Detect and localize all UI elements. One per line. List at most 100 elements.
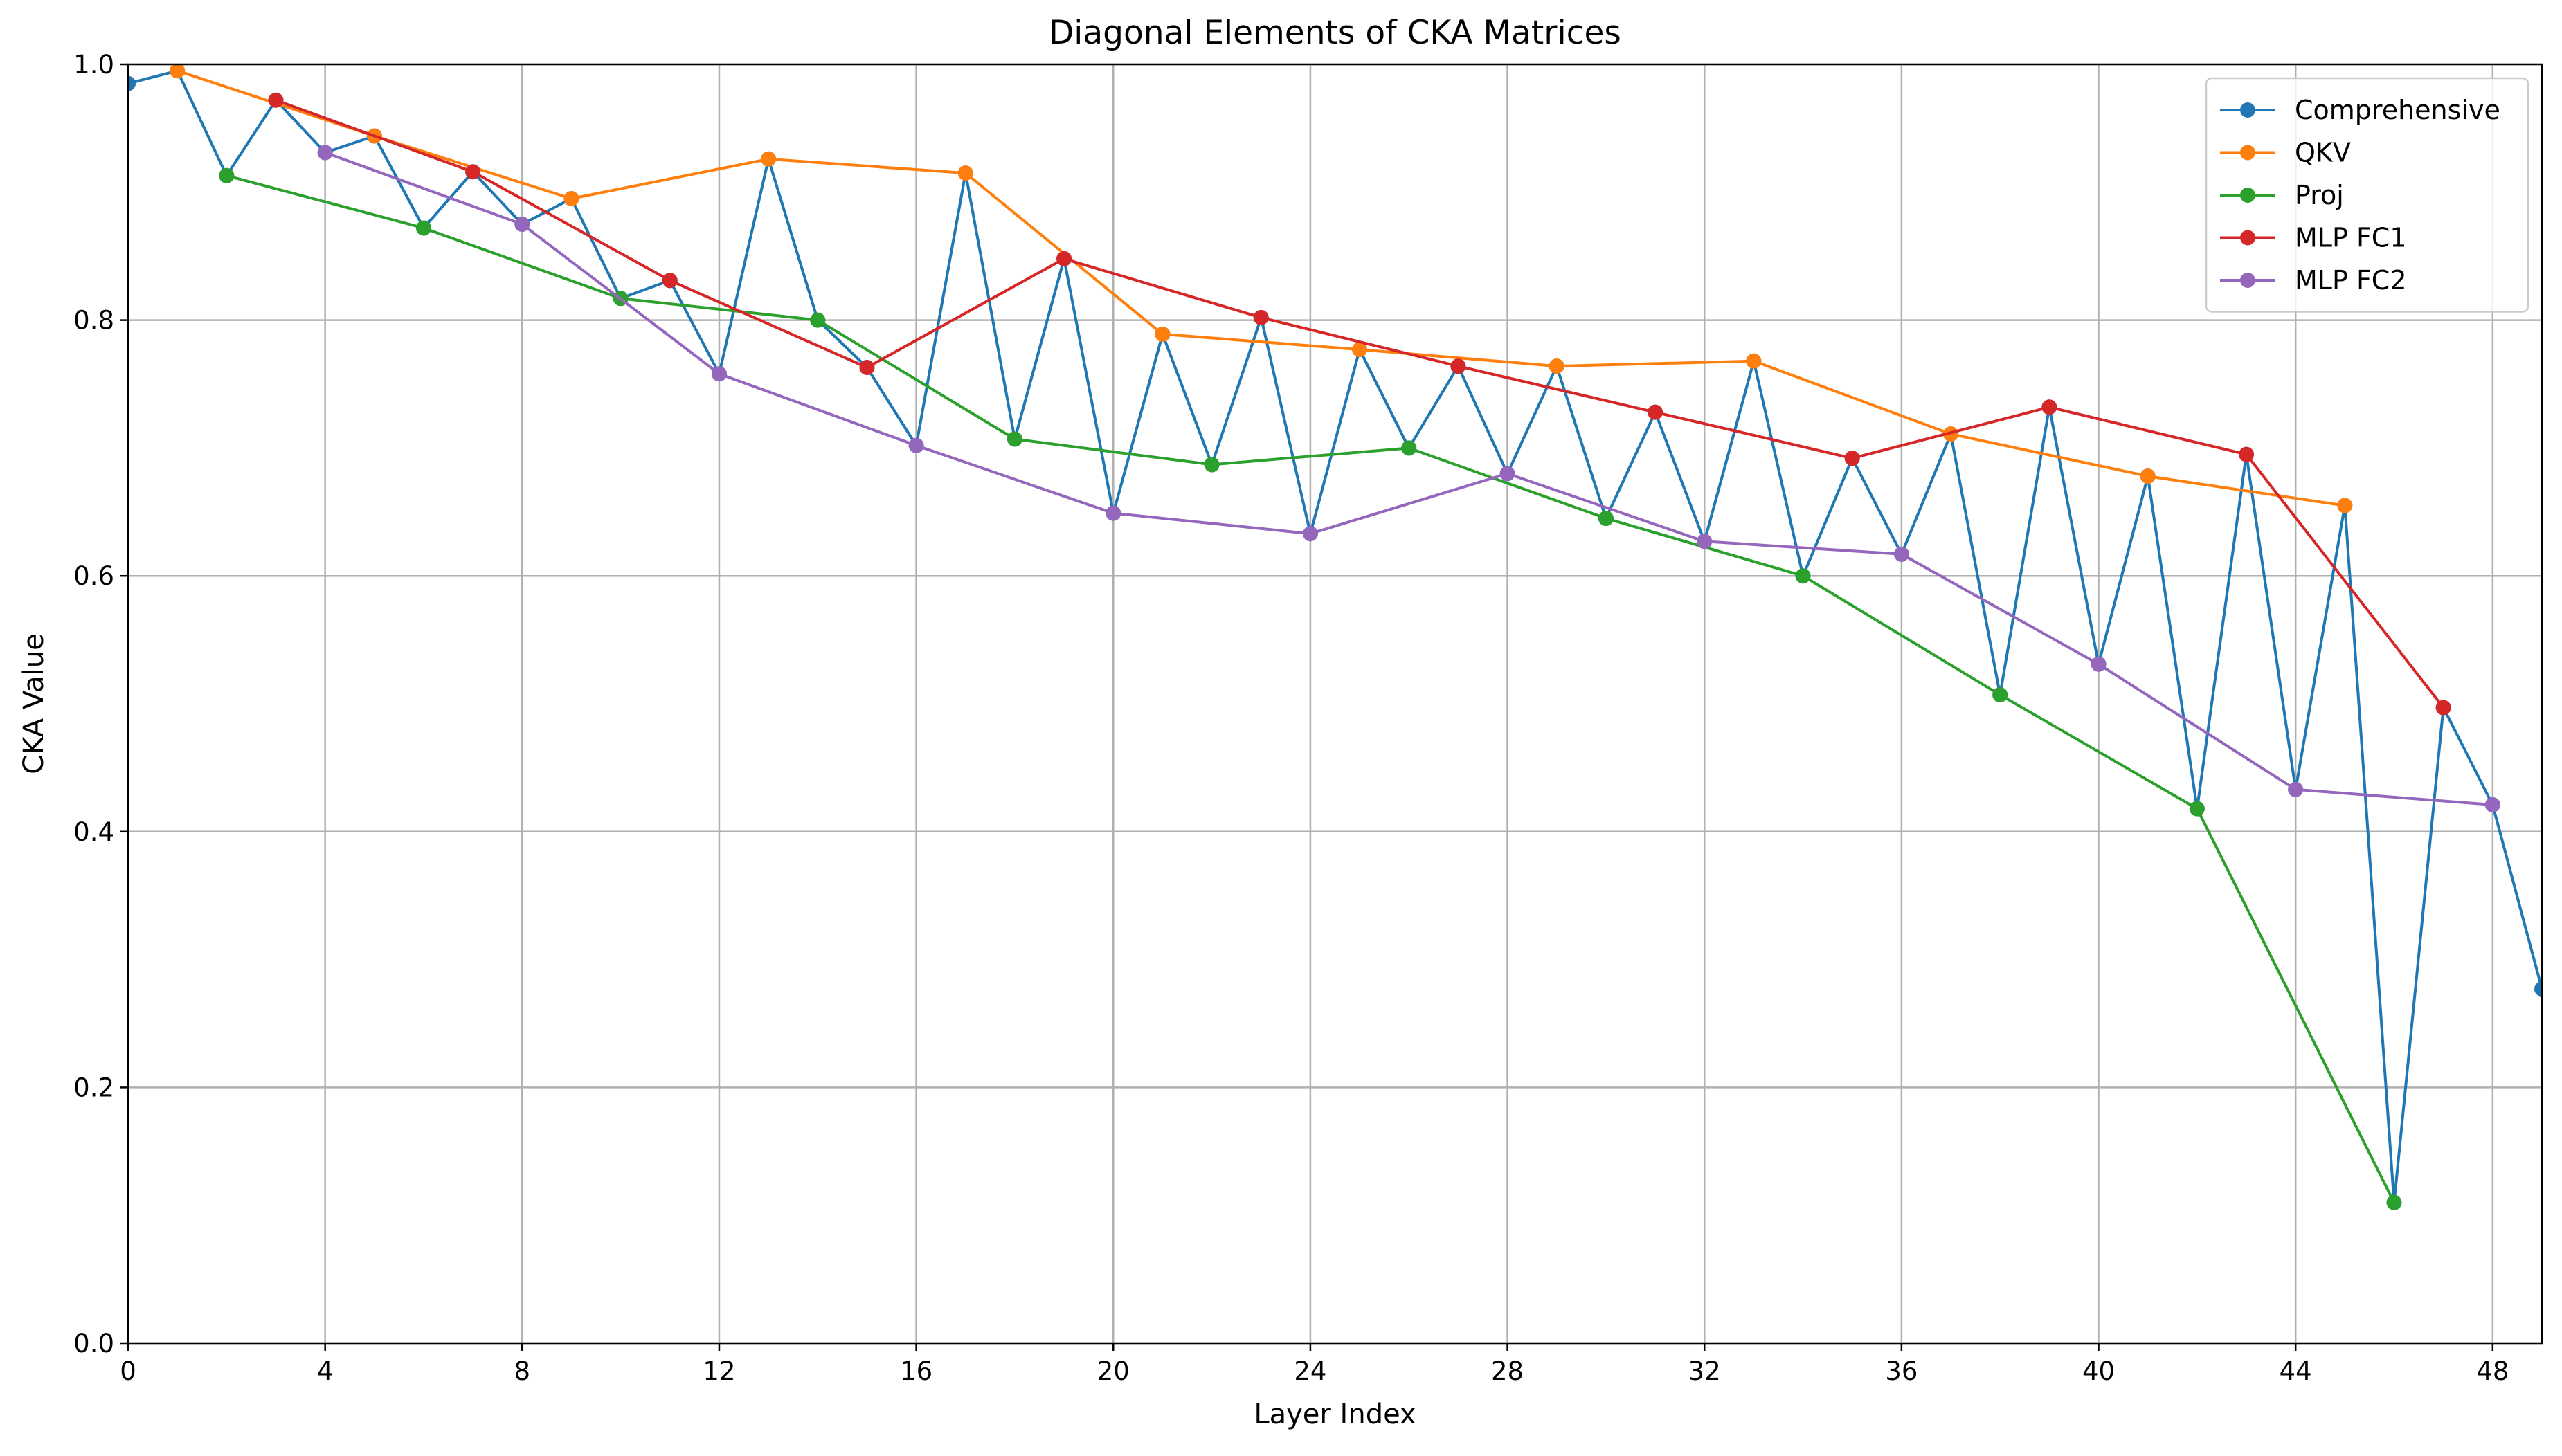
- data-point-qkv: [170, 64, 186, 79]
- data-point-mlp-fc1: [1844, 451, 1860, 466]
- data-point-mlp-fc2: [711, 366, 727, 382]
- data-point-mlp-fc2: [317, 145, 333, 161]
- y-tick-label: 0.8: [73, 306, 114, 336]
- x-tick-label: 24: [1294, 1356, 1326, 1386]
- x-tick-label: 0: [120, 1356, 136, 1386]
- legend-marker: [2240, 145, 2255, 161]
- data-point-mlp-fc2: [908, 437, 924, 453]
- series-proj: [219, 167, 2402, 1210]
- series-lines: [128, 64, 2542, 1210]
- data-point-mlp-fc2: [2091, 656, 2107, 672]
- data-point-qkv: [1155, 326, 1171, 342]
- x-tick-label: 48: [2476, 1356, 2509, 1386]
- data-point-mlp-fc2: [2484, 797, 2500, 812]
- data-point-qkv: [1352, 342, 1368, 358]
- axis-ticks: 0 4 8 12 16 20 24 28 32 36 40 44 480.00.20.40.60.81.…: [73, 50, 2509, 1386]
- data-point-proj: [219, 167, 235, 183]
- data-point-proj: [1598, 511, 1614, 527]
- data-point-mlp-fc1: [1056, 251, 1072, 266]
- x-tick-label: 28: [1491, 1356, 1524, 1386]
- legend-marker: [2240, 102, 2255, 118]
- x-tick-label: 16: [900, 1356, 932, 1386]
- y-axis-label: CKA Value: [18, 633, 50, 774]
- series-line-mlp-fc2: [325, 151, 2493, 806]
- data-point-mlp-fc1: [268, 92, 284, 108]
- legend-item-comprehensive: Comprehensive: [2220, 95, 2500, 125]
- series-mlp-fc1: [268, 92, 2451, 716]
- data-point-mlp-fc1: [2435, 700, 2451, 716]
- data-point-mlp-fc2: [2288, 781, 2304, 797]
- x-tick-label: 20: [1097, 1356, 1130, 1386]
- data-point-mlp-fc1: [662, 273, 678, 289]
- chart-title: Diagonal Elements of CKA Matrices: [1049, 14, 1621, 52]
- series-line-comprehensive: [128, 69, 2542, 1204]
- legend-marker: [2240, 188, 2255, 203]
- legend-label: MLP FC1: [2295, 223, 2407, 253]
- data-point-mlp-fc2: [1302, 526, 1318, 542]
- x-tick-label: 8: [514, 1356, 531, 1386]
- data-point-mlp-fc1: [1648, 404, 1663, 420]
- legend-item-mlp-fc2: MLP FC2: [2220, 265, 2407, 295]
- legend-box: [2205, 77, 2529, 313]
- data-point-comprehensive: [128, 75, 136, 91]
- data-point-proj: [1007, 431, 1022, 447]
- data-point-mlp-fc1: [1450, 358, 1466, 374]
- x-tick-label: 12: [703, 1356, 735, 1386]
- y-tick-label: 0.0: [73, 1329, 114, 1358]
- data-point-qkv: [1549, 358, 1564, 374]
- data-point-qkv: [761, 151, 777, 167]
- series-line-proj: [226, 174, 2396, 1203]
- legend: Comprehensive QKV Proj MLP FC1 MLP FC2: [2205, 77, 2529, 313]
- data-point-proj: [1401, 440, 1417, 456]
- legend-label: Proj: [2295, 180, 2344, 210]
- data-point-qkv: [1746, 353, 1762, 369]
- y-tick-label: 0.6: [73, 561, 114, 591]
- data-point-mlp-fc1: [465, 164, 481, 180]
- data-point-mlp-fc1: [2041, 399, 2057, 415]
- data-point-mlp-fc1: [2239, 446, 2255, 462]
- data-point-mlp-fc2: [1499, 466, 1515, 482]
- plot-frame: [127, 63, 2543, 1345]
- data-point-proj: [810, 312, 826, 328]
- data-point-proj: [1795, 568, 1811, 584]
- legend-item-proj: Proj: [2220, 180, 2344, 210]
- y-tick-label: 0.2: [73, 1073, 114, 1102]
- legend-label: MLP FC2: [2295, 265, 2407, 295]
- legend-label: Comprehensive: [2295, 95, 2500, 125]
- data-point-mlp-fc1: [1253, 309, 1269, 325]
- series-line-qkv: [177, 69, 2345, 507]
- data-point-proj: [415, 220, 431, 236]
- series-line-mlp-fc1: [275, 98, 2445, 709]
- legend-item-qkv: QKV: [2220, 138, 2351, 168]
- data-point-proj: [2386, 1194, 2402, 1210]
- y-tick-label: 1.0: [73, 50, 114, 80]
- legend-item-mlp-fc1: MLP FC1: [2220, 223, 2407, 253]
- data-point-proj: [2189, 801, 2205, 817]
- data-point-mlp-fc2: [1106, 505, 1121, 521]
- data-point-qkv: [2337, 498, 2353, 513]
- legend-marker: [2240, 230, 2255, 246]
- x-tick-label: 44: [2280, 1356, 2312, 1386]
- data-point-mlp-fc1: [859, 359, 875, 375]
- x-axis-label: Layer Index: [1254, 1399, 1416, 1430]
- y-tick-label: 0.4: [73, 817, 114, 847]
- data-point-qkv: [563, 191, 579, 207]
- x-tick-label: 40: [2082, 1356, 2115, 1386]
- legend-marker: [2240, 273, 2255, 288]
- data-point-mlp-fc2: [1697, 534, 1713, 549]
- data-point-proj: [1204, 457, 1220, 473]
- data-point-comprehensive: [2534, 981, 2542, 997]
- x-tick-label: 32: [1688, 1356, 1721, 1386]
- data-point-qkv: [2140, 468, 2156, 484]
- data-point-qkv: [957, 165, 973, 181]
- series-mlp-fc2: [317, 145, 2500, 812]
- data-point-mlp-fc2: [1893, 546, 1909, 562]
- x-tick-label: 4: [317, 1356, 334, 1386]
- x-tick-label: 36: [1885, 1356, 1918, 1386]
- legend-label: QKV: [2295, 138, 2351, 168]
- data-point-proj: [1992, 687, 2008, 703]
- data-point-mlp-fc2: [514, 217, 530, 232]
